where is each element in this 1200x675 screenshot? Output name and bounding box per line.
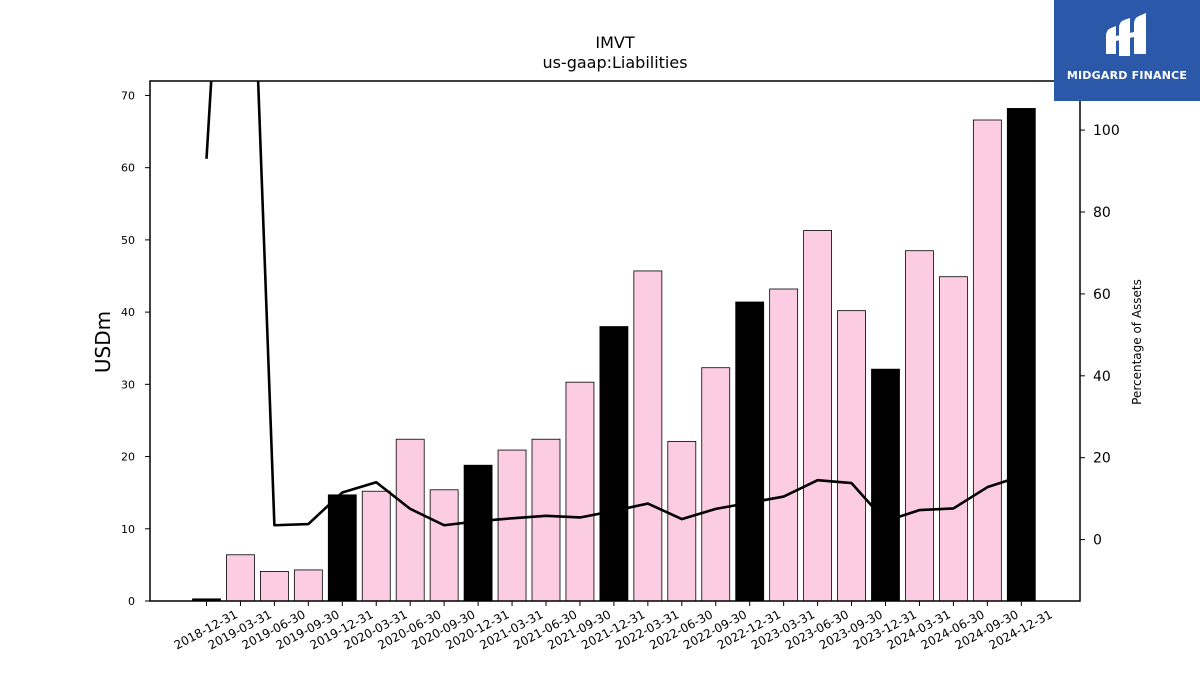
- y-axis-label: USDm: [91, 311, 115, 373]
- bar-2024-06-30: [939, 276, 968, 602]
- chart-title: IMVT: [595, 33, 634, 52]
- y2-axis-label: Percentage of Assets: [1130, 279, 1144, 405]
- y-tick-label-20: 20: [121, 451, 135, 464]
- bar-2022-09-30: [701, 367, 731, 602]
- y2-tick-label-20: 20: [1093, 451, 1111, 467]
- bar-2020-03-31: [361, 490, 391, 602]
- y2-tick-label-80: 80: [1093, 205, 1111, 221]
- bar-2020-09-30: [429, 489, 459, 602]
- bar-2022-12-31: [735, 301, 765, 602]
- bar-2020-12-31: [463, 464, 493, 602]
- y-tick-label-50: 50: [121, 234, 135, 247]
- plot-frame: [149, 80, 1081, 602]
- bar-2024-03-31: [905, 250, 934, 602]
- bar-2024-12-31: [1006, 108, 1036, 602]
- bar-2024-09-30: [972, 119, 1002, 602]
- bar-2021-06-30: [531, 438, 561, 602]
- bar-2023-06-30: [803, 230, 832, 602]
- bar-2023-12-31: [871, 368, 900, 602]
- bar-2021-12-31: [599, 326, 629, 602]
- bar-2021-09-30: [565, 381, 595, 602]
- bar-2022-06-30: [667, 440, 697, 602]
- pct-assets-line: [205, 81, 1022, 527]
- bar-2019-06-30: [259, 570, 289, 602]
- y2-tick-label-40: 40: [1093, 369, 1111, 385]
- y-tick-label-60: 60: [121, 162, 135, 175]
- bar-2023-09-30: [837, 310, 866, 602]
- y-tick-label-30: 30: [121, 378, 135, 391]
- y2-tick-label-0: 0: [1093, 533, 1102, 549]
- y-tick-label-0: 0: [128, 595, 135, 608]
- brand-name: MIDGARD FINANCE: [1066, 69, 1188, 82]
- y2-tick-label-100: 100: [1093, 123, 1120, 139]
- midgard-logo-icon: [1106, 13, 1146, 56]
- bar-2019-03-31: [226, 554, 255, 602]
- y2-tick-label-60: 60: [1093, 287, 1111, 303]
- bar-2020-06-30: [395, 438, 425, 602]
- bar-2021-03-31: [497, 449, 527, 602]
- brand-logo: MIDGARD FINANCE: [1054, 0, 1200, 101]
- bar-2019-09-30: [293, 569, 323, 602]
- y-tick-label-40: 40: [121, 306, 135, 319]
- bar-2019-12-31: [327, 494, 357, 602]
- y-tick-label-70: 70: [121, 89, 135, 102]
- chart-subtitle: us-gaap:Liabilities: [542, 53, 687, 72]
- bar-2022-03-31: [633, 270, 663, 602]
- bar-2023-03-31: [769, 288, 799, 602]
- y-tick-label-10: 10: [121, 523, 135, 536]
